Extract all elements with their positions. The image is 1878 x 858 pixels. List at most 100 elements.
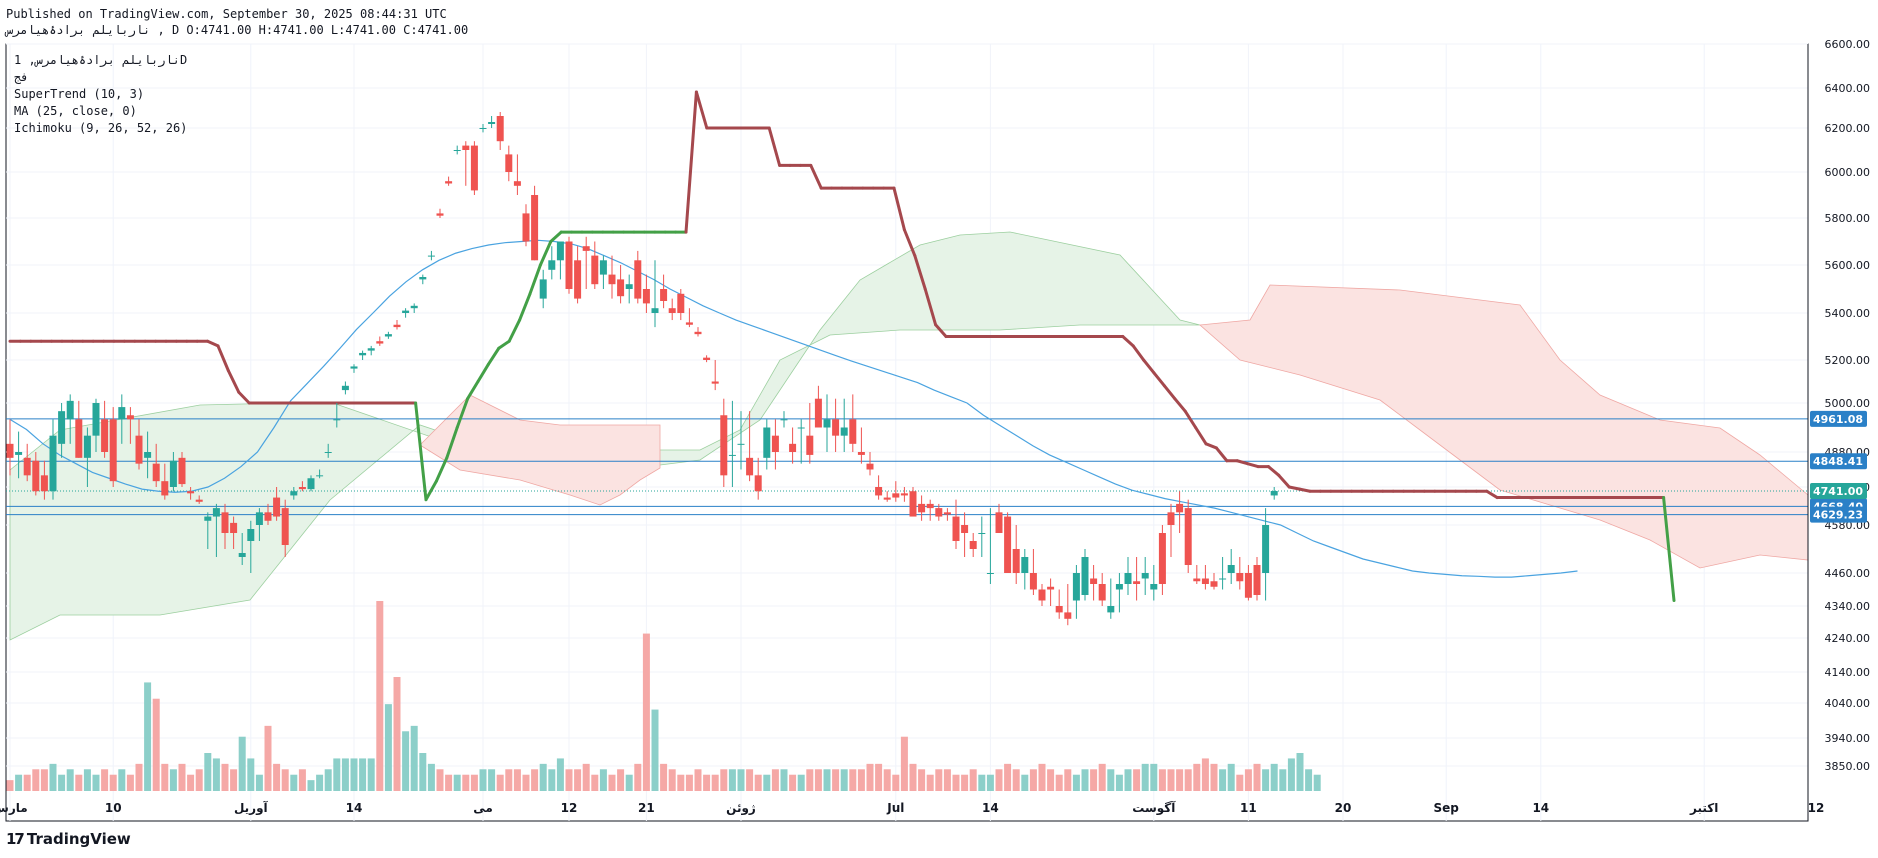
volume-bar (728, 769, 736, 791)
supertrend-segment (497, 339, 511, 350)
volume-bar (1098, 763, 1106, 791)
candle-body (1219, 578, 1227, 580)
volume-bar (754, 774, 762, 791)
y-tick-label: 5400.00 (1825, 307, 1871, 320)
volume-bar (1090, 769, 1098, 791)
candle-body (15, 452, 23, 455)
candle-body (298, 487, 306, 490)
volume-bar (15, 774, 23, 791)
candle-body (574, 260, 582, 299)
supertrend-segment (1173, 397, 1187, 413)
candle-body (952, 516, 960, 541)
volume-bar (1244, 769, 1252, 791)
candle-body (23, 457, 31, 476)
candle-body (1210, 581, 1218, 587)
x-tick-label: 12 (561, 801, 578, 815)
volume-bar (118, 769, 126, 791)
candle-body (496, 116, 504, 142)
volume-bar (453, 774, 461, 791)
supertrend-segment (424, 479, 438, 502)
candle-body (548, 260, 556, 270)
volume-bar (900, 736, 908, 791)
candle-body (522, 213, 530, 242)
last-price-tag (1810, 483, 1867, 500)
candle-body (247, 529, 255, 541)
legend-exchange: فج (14, 70, 28, 84)
candle-body (83, 435, 91, 458)
volume-bar (642, 633, 650, 791)
candle-body (324, 452, 332, 453)
volume-bar (1133, 769, 1141, 791)
volume-bar (367, 758, 375, 791)
volume-bar (410, 725, 418, 791)
x-tick-label: می (473, 801, 493, 815)
supertrend-segment (694, 90, 709, 130)
supertrend-segment (1162, 384, 1177, 401)
candle-body (651, 308, 659, 313)
supertrend-segment (892, 186, 906, 232)
candle-body (539, 279, 547, 299)
volume-bar (281, 769, 289, 791)
volume-bar (32, 769, 40, 791)
volume-bar (427, 763, 435, 791)
candle-body (58, 411, 66, 444)
volume-bar (230, 769, 238, 791)
price-level-tag (1810, 410, 1867, 427)
candle-body (677, 293, 685, 313)
volume-bar (608, 774, 616, 791)
candle-body (617, 279, 625, 297)
candle-body (1133, 581, 1141, 584)
volume-bar (187, 774, 195, 791)
volume-bar (763, 774, 771, 791)
volume-bar (384, 704, 392, 791)
volume-bar (359, 758, 367, 791)
tradingview-brand[interactable]: 17 TradingView (6, 830, 131, 848)
candle-body (32, 460, 40, 492)
volume-bar (531, 769, 539, 791)
supertrend-segment (455, 397, 470, 429)
supertrend-segment (1277, 473, 1291, 489)
ichimoku-cloud-red (1199, 284, 1809, 569)
supertrend-segment (1194, 426, 1208, 446)
tradingview-logo-icon: 17 (6, 830, 25, 848)
y-tick-label: 4460.00 (1825, 567, 1871, 580)
supertrend-segment (902, 228, 917, 258)
candle-body (462, 145, 470, 150)
volume-bar (875, 763, 883, 791)
candle-body (453, 150, 461, 151)
candle-body (660, 289, 668, 301)
x-tick-label: 21 (638, 801, 655, 815)
volume-bar (462, 774, 470, 791)
candle-body (565, 241, 573, 289)
volume-bar (393, 677, 401, 791)
volume-bar (1047, 769, 1055, 791)
supertrend-segment (507, 318, 522, 343)
volume-bar (169, 769, 177, 791)
volume-bar (565, 769, 573, 791)
volume-bar (49, 763, 57, 791)
candle-body (720, 415, 728, 476)
candle-body (341, 385, 349, 391)
price-level-tag-text: 4961.08 (1813, 413, 1863, 426)
volume-bar (1055, 774, 1063, 791)
volume-bar (995, 769, 1003, 791)
candle-body (230, 522, 238, 533)
supertrend-segment (1204, 442, 1218, 450)
volume-bar (857, 769, 865, 791)
volume-bar (1107, 769, 1115, 791)
supertrend-segment (466, 380, 480, 401)
candle-body (926, 503, 934, 509)
volume-bar (290, 774, 298, 791)
candle-body (703, 357, 711, 360)
volume-bar (866, 763, 874, 791)
candle-body (1262, 525, 1270, 573)
candle-body (935, 508, 943, 517)
candle-body (1193, 578, 1201, 582)
candle-body (290, 491, 298, 496)
candle-body (1150, 584, 1158, 590)
volume-bar (298, 769, 306, 791)
candle-body (513, 181, 521, 186)
y-tick-label: 4140.00 (1825, 666, 1871, 679)
candle-body (943, 512, 951, 515)
